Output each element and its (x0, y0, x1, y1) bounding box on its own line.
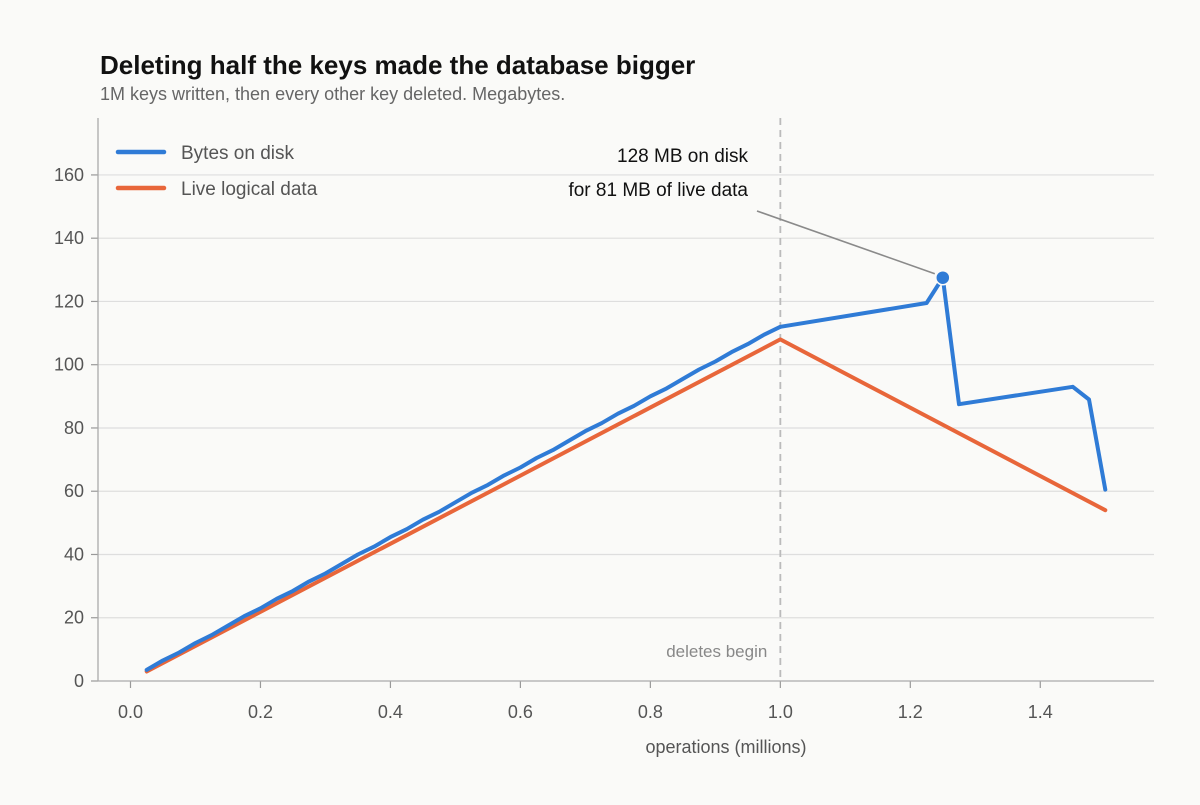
gridlines (98, 174, 1154, 619)
y-tick-label: 100 (54, 355, 84, 375)
y-tick-label: 80 (64, 418, 84, 438)
x-tick-label: 1.4 (1028, 702, 1053, 722)
y-tick-label: 120 (54, 291, 84, 311)
y-tick-label: 0 (74, 671, 84, 691)
deletes-begin-label: deletes begin (666, 642, 767, 661)
x-tick-label: 0.0 (118, 702, 143, 722)
x-axis-label: operations (millions) (645, 737, 806, 757)
y-tick-label: 160 (54, 165, 84, 185)
x-tick-label: 0.2 (248, 702, 273, 722)
axes: 0 20 40 60 80 100 120 140 160 0.0 0.2 0.4 0.6 0.8 1.0 1… (54, 118, 1154, 757)
x-tick-label: 0.6 (508, 702, 533, 722)
x-tick-label: 0.4 (378, 702, 403, 722)
series-lines (144, 275, 1108, 674)
legend-label: Live logical data (181, 179, 318, 200)
annotation-line-2: for 81 MB of live data (568, 180, 748, 201)
chart-title: Deleting half the keys made the database… (100, 50, 696, 80)
annotation-line-1: 128 MB on disk (617, 146, 748, 167)
peak-point-marker (935, 269, 951, 286)
x-tick-label: 1.2 (898, 702, 923, 722)
y-tick-label: 60 (64, 481, 84, 501)
x-tick-label: 1.0 (768, 702, 793, 722)
x-tick-label: 0.8 (638, 702, 663, 722)
annotations: 128 MB on disk for 81 MB of live data (568, 146, 951, 286)
y-tick-label: 40 (64, 544, 84, 564)
annotation-leader-line (756, 210, 936, 275)
series-line-live-logical-data (144, 337, 1108, 674)
series-line-bytes-on-disk (144, 275, 1108, 672)
y-tick-label: 140 (54, 228, 84, 248)
chart-subtitle: 1M keys written, then every other key de… (100, 84, 566, 104)
legend: Bytes on disk Live logical data (115, 143, 318, 200)
legend-label: Bytes on disk (181, 143, 294, 164)
deletes-begin-marker: deletes begin (666, 118, 782, 681)
y-tick-label: 20 (64, 608, 84, 628)
